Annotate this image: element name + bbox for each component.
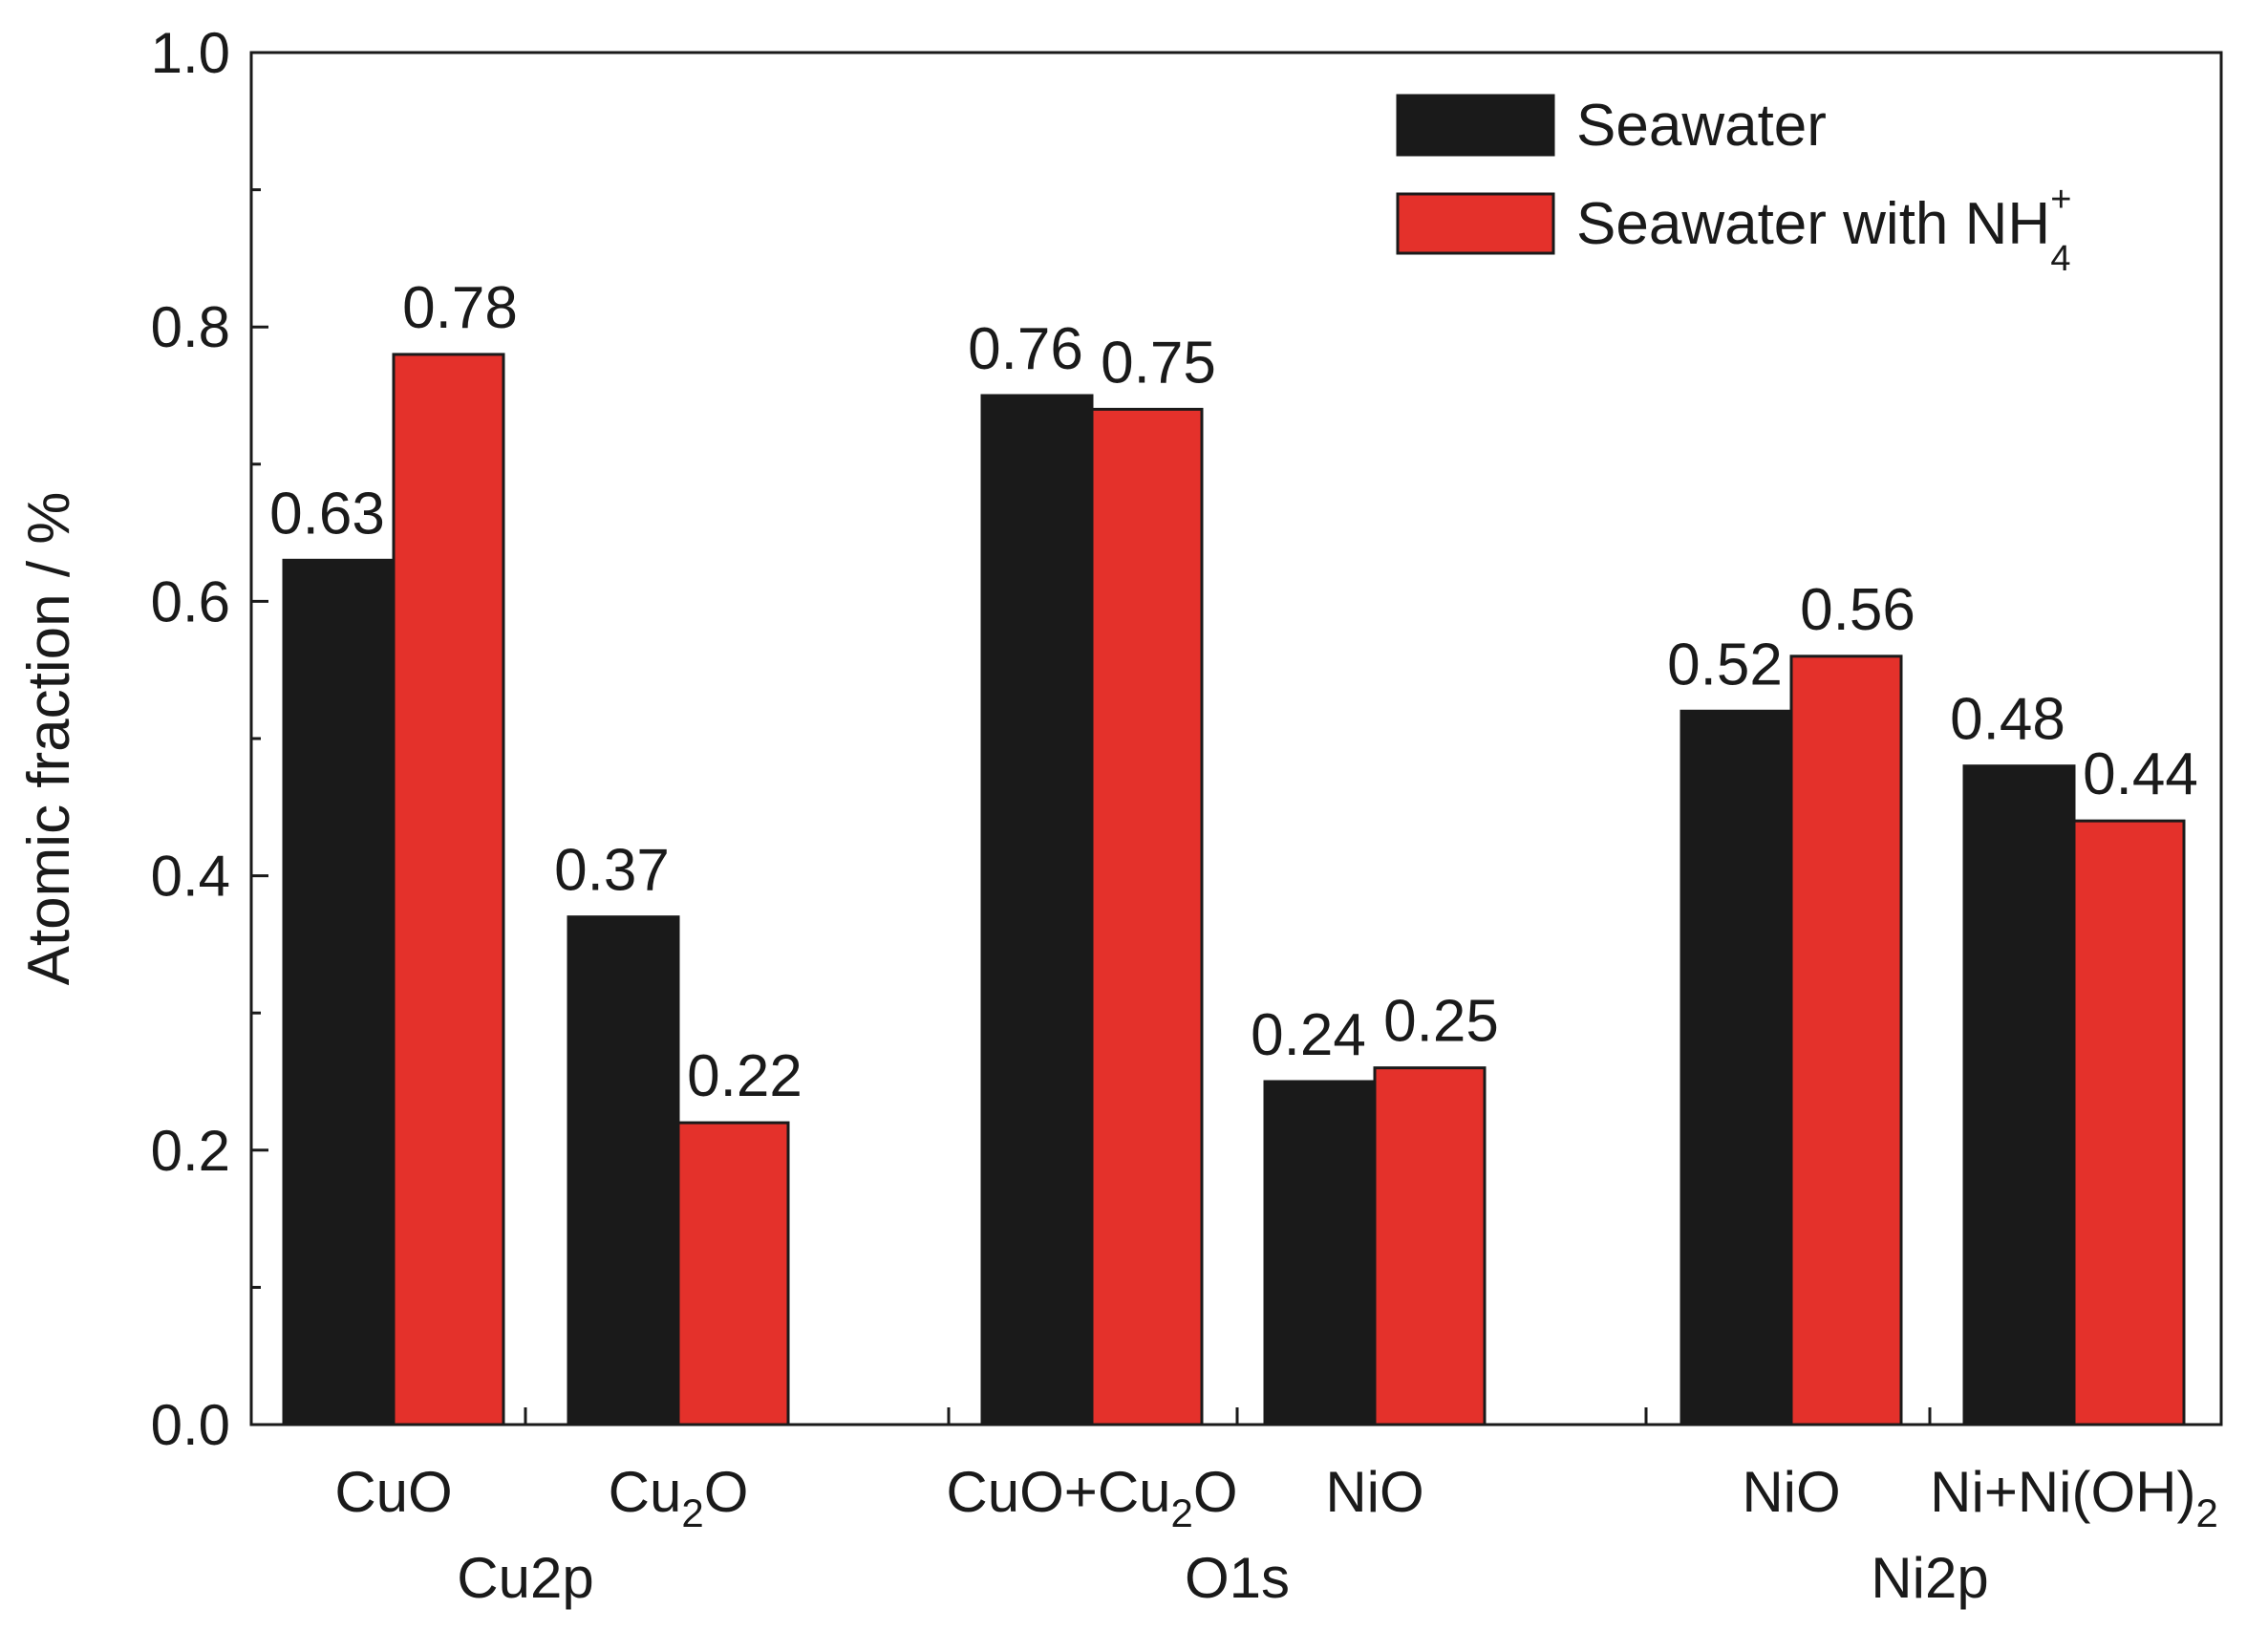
bars [282,353,2186,1426]
y-tick-label: 0.4 [151,845,230,909]
group-label: Ni2p [1871,1546,1988,1610]
data-label: 0.37 [554,838,670,904]
category-label: NiO [1325,1460,1423,1524]
category-label-text: NiO [1325,1460,1423,1524]
group-label: O1s [1185,1546,1290,1610]
legend-swatch-seawater [1396,94,1555,157]
category-label-text: CuO+Cu [946,1460,1170,1524]
category-label: NiO [1742,1460,1840,1524]
category-label-tail: O [704,1460,749,1524]
legend: Seawater Seawater with NH+ 4 [1396,93,2071,279]
bar-o1s-1-nh4 [1090,407,1204,1426]
data-label: 0.25 [1383,989,1499,1055]
legend-label-superscript: + [2050,180,2071,220]
bar-o1s-1-seawater [980,394,1094,1426]
category-label-subscript: 2 [1171,1491,1193,1535]
data-label: 0.44 [2083,741,2198,807]
data-label: 0.63 [269,481,385,547]
legend-swatch-nh4 [1396,192,1555,255]
category-label: CuO [334,1460,452,1524]
category-label-text: Ni+Ni(OH) [1930,1460,2195,1524]
group-label: Cu2p [457,1546,593,1610]
legend-label-text: Seawater with NH [1576,191,2050,257]
bar-cu2p-1-nh4 [392,353,505,1426]
bar-ni2p-2-seawater [1962,764,2076,1426]
y-tick-label: 0.0 [151,1393,230,1457]
category-label-text: CuO [334,1460,452,1524]
bar-ni2p-2-nh4 [2072,819,2186,1426]
bar-cu2p-2-seawater [567,915,680,1426]
plot-frame [249,51,2223,1426]
y-tick-label: 1.0 [151,21,230,85]
data-label: 0.75 [1101,330,1216,396]
category-label-text: Cu [609,1460,682,1524]
y-axis-title: Atomic fraction / % [16,492,82,986]
bar-o1s-2-nh4 [1373,1066,1487,1426]
y-tick-label: 0.2 [151,1119,230,1183]
category-label: CuO+Cu2O [946,1460,1237,1535]
data-label: 0.52 [1667,632,1783,697]
data-label: 0.56 [1800,577,1915,643]
category-label-text: NiO [1742,1460,1840,1524]
legend-label-subscript: 4 [2050,239,2070,279]
data-label: 0.24 [1251,1002,1366,1068]
y-tick-label: 0.6 [151,569,230,633]
category-label-subscript: 2 [2195,1491,2217,1535]
bar-cu2p-1-seawater [282,558,396,1426]
y-tick-label: 0.8 [151,295,230,359]
bar-ni2p-1-nh4 [1789,654,1903,1426]
data-label: 0.48 [1950,687,2065,753]
legend-label: Seawater [1576,93,1827,159]
category-label: Ni+Ni(OH)2 [1930,1460,2218,1535]
data-label: 0.22 [687,1043,802,1109]
bar-ni2p-1-seawater [1680,709,1793,1426]
bar-o1s-2-seawater [1263,1080,1377,1426]
bar-cu2p-2-nh4 [676,1121,790,1426]
axes: 0.0 0.2 0.4 0.6 0.8 1.0 Atomic fraction / % [16,21,2223,1457]
category-label-tail: O [1193,1460,1238,1524]
data-label: 0.76 [968,316,1083,382]
data-label: 0.78 [402,275,518,341]
legend-label-text: Seawater [1576,93,1827,159]
category-label-subscript: 2 [681,1491,703,1535]
category-label: Cu2O [609,1460,749,1535]
legend-label: Seawater with NH+ 4 [1576,180,2071,279]
